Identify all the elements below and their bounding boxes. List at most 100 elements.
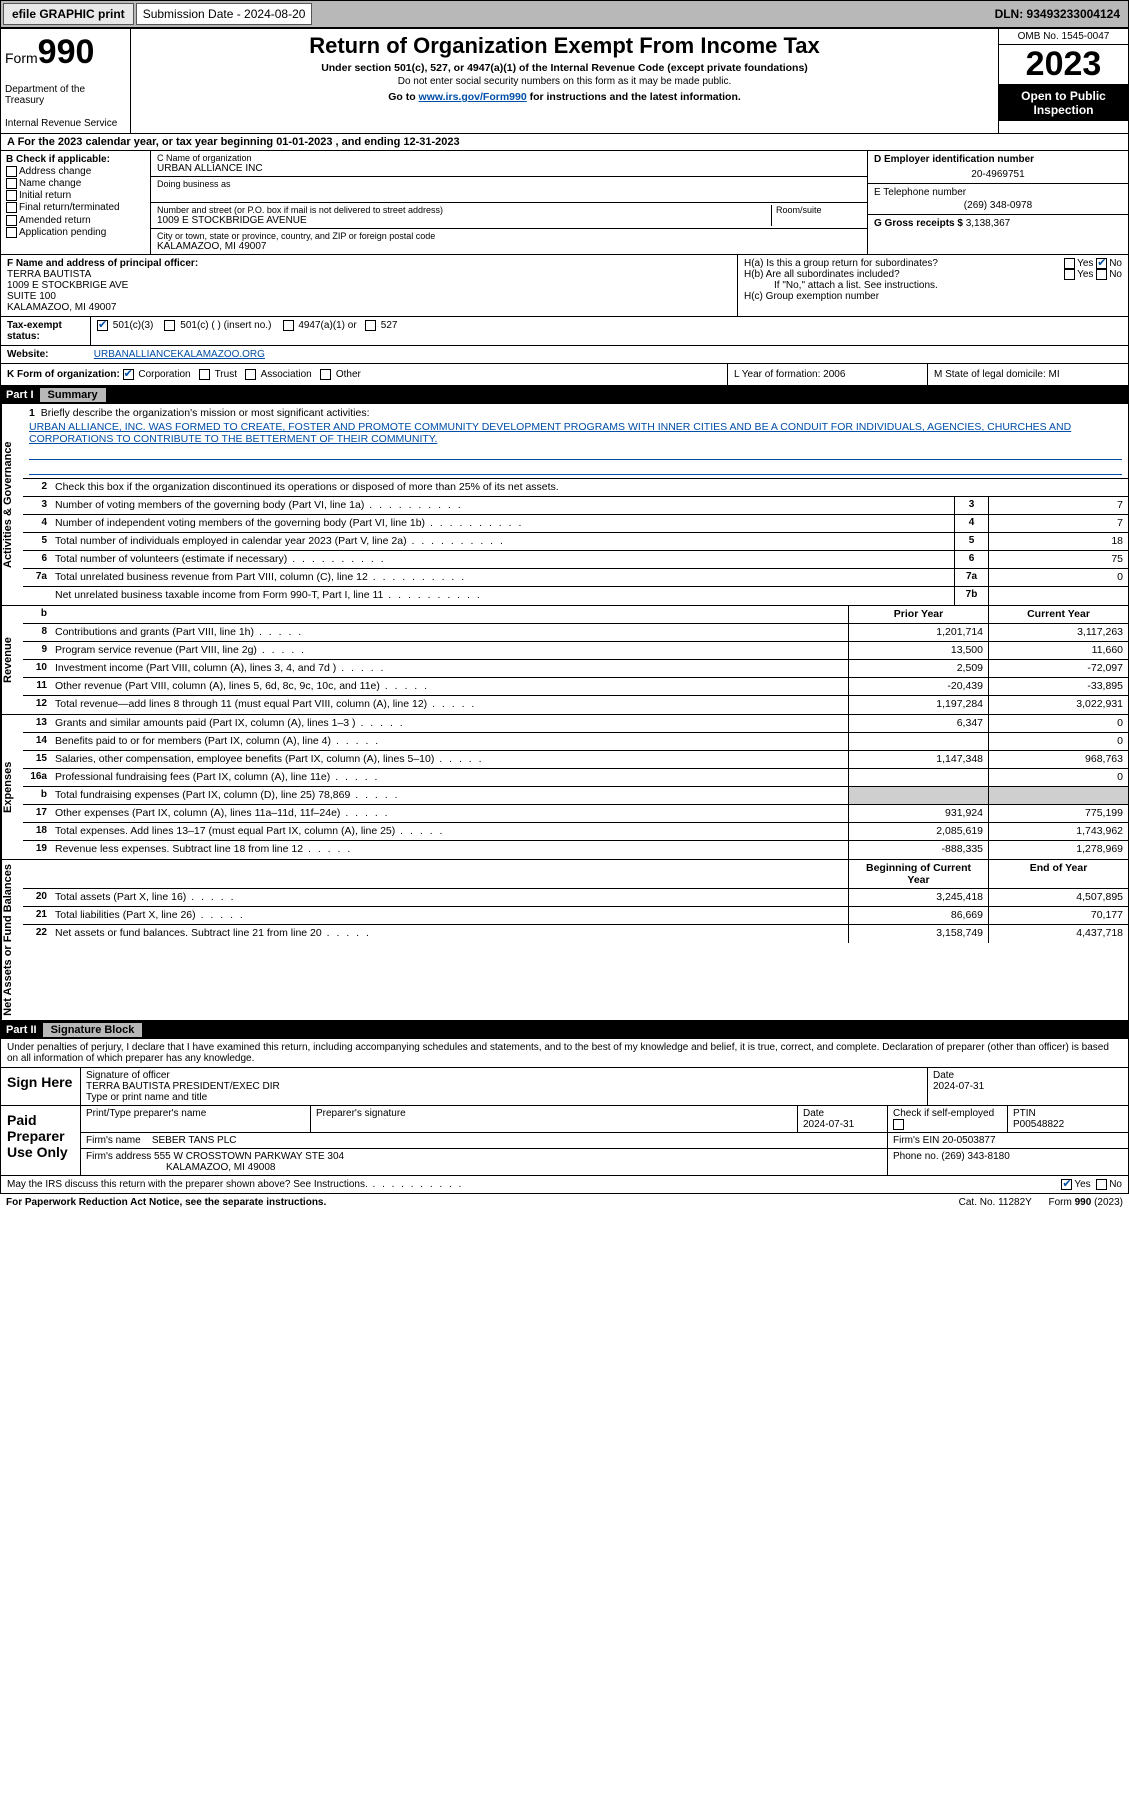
- firm-ein: 20-0503877: [942, 1135, 995, 1146]
- firm-addr1: 555 W CROSSTOWN PARKWAY STE 304: [154, 1151, 344, 1162]
- form-title: Return of Organization Exempt From Incom…: [137, 33, 992, 59]
- form-subtitle: Under section 501(c), 527, or 4947(a)(1)…: [137, 62, 992, 74]
- chk-501c3[interactable]: [97, 320, 108, 331]
- hb-label: H(b) Are all subordinates included?: [744, 269, 900, 280]
- firm-ein-label: Firm's EIN: [893, 1135, 939, 1146]
- chk-other[interactable]: [320, 369, 331, 380]
- row-klm: K Form of organization: Corporation Trus…: [0, 364, 1129, 386]
- officer-addr2: SUITE 100: [7, 291, 731, 302]
- mission-block: 1 Briefly describe the organization's mi…: [23, 404, 1128, 479]
- hdr-curr: Current Year: [988, 606, 1128, 623]
- chk-assoc[interactable]: [245, 369, 256, 380]
- street-address: 1009 E STOCKBRIDGE AVENUE: [157, 215, 771, 226]
- prep-name-label: Print/Type preparer's name: [81, 1106, 311, 1132]
- chk-4947[interactable]: [283, 320, 294, 331]
- sig-officer-label: Signature of officer: [86, 1070, 922, 1081]
- block-bcd: B Check if applicable: Address change Na…: [0, 151, 1129, 255]
- ha-yes[interactable]: [1064, 258, 1075, 269]
- chk-amended-return[interactable]: Amended return: [6, 215, 145, 226]
- hb-no[interactable]: [1096, 269, 1107, 280]
- line-3: 3Number of voting members of the governi…: [23, 497, 1128, 515]
- efile-print-button[interactable]: efile GRAPHIC print: [3, 3, 134, 25]
- prep-sig-label: Preparer's signature: [311, 1106, 798, 1132]
- line-11: 11Other revenue (Part VIII, column (A), …: [23, 678, 1128, 696]
- ein-value: 20-4969751: [874, 169, 1122, 180]
- irs-link[interactable]: www.irs.gov/Form990: [419, 91, 527, 103]
- chk-name-change[interactable]: Name change: [6, 178, 145, 189]
- chk-app-pending[interactable]: Application pending: [6, 227, 145, 238]
- discuss-yes[interactable]: [1061, 1179, 1072, 1190]
- sig-date-label: Date: [933, 1070, 1123, 1081]
- tel-value: (269) 348-0978: [874, 200, 1122, 211]
- chk-trust[interactable]: [199, 369, 210, 380]
- firm-addr2: KALAMAZOO, MI 49008: [86, 1162, 276, 1173]
- chk-corp[interactable]: [123, 369, 134, 380]
- line-22: 22Net assets or fund balances. Subtract …: [23, 925, 1128, 943]
- line2: Check this box if the organization disco…: [51, 479, 1128, 496]
- line-17: 17Other expenses (Part IX, column (A), l…: [23, 805, 1128, 823]
- firm-name-label: Firm's name: [86, 1135, 141, 1146]
- col-f: F Name and address of principal officer:…: [1, 255, 738, 316]
- instructions-link-row: Go to www.irs.gov/Form990 for instructio…: [137, 91, 992, 103]
- officer-name: TERRA BAUTISTA: [7, 269, 731, 280]
- line-20: 20Total assets (Part X, line 16)3,245,41…: [23, 889, 1128, 907]
- col-c: C Name of organization URBAN ALLIANCE IN…: [151, 151, 868, 254]
- chk-527[interactable]: [365, 320, 376, 331]
- discuss-no[interactable]: [1096, 1179, 1107, 1190]
- line-18: 18Total expenses. Add lines 13–17 (must …: [23, 823, 1128, 841]
- m-state: M State of legal domicile: MI: [928, 364, 1128, 385]
- hdr-end: End of Year: [988, 860, 1128, 888]
- f-label: F Name and address of principal officer:: [7, 258, 731, 269]
- row-a-period: A For the 2023 calendar year, or tax yea…: [0, 134, 1129, 151]
- hdr-prior: Prior Year: [848, 606, 988, 623]
- chk-self-emp[interactable]: [893, 1119, 904, 1130]
- line-21: 21Total liabilities (Part X, line 26)86,…: [23, 907, 1128, 925]
- form-header: Form990 Department of the Treasury Inter…: [0, 28, 1129, 134]
- ptin-label: PTIN: [1013, 1108, 1036, 1119]
- chk-initial-return[interactable]: Initial return: [6, 190, 145, 201]
- line-8: 8Contributions and grants (Part VIII, li…: [23, 624, 1128, 642]
- j-label: Website:: [7, 349, 91, 360]
- line-7a: 7aTotal unrelated business revenue from …: [23, 569, 1128, 587]
- sig-date: 2024-07-31: [933, 1081, 1123, 1092]
- perjury-text: Under penalties of perjury, I declare th…: [0, 1039, 1129, 1068]
- line-12: 12Total revenue—add lines 8 through 11 (…: [23, 696, 1128, 714]
- chk-501c[interactable]: [164, 320, 175, 331]
- ha-no[interactable]: [1096, 258, 1107, 269]
- firm-addr-label: Firm's address: [86, 1151, 151, 1162]
- city-label: City or town, state or province, country…: [157, 231, 861, 241]
- ein-label: D Employer identification number: [874, 154, 1122, 165]
- org-name-label: C Name of organization: [157, 153, 861, 163]
- part2-header: Part II Signature Block: [0, 1021, 1129, 1039]
- self-emp: Check if self-employed: [888, 1106, 1008, 1132]
- officer-addr3: KALAMAZOO, MI 49007: [7, 302, 731, 313]
- paid-preparer-label: Paid Preparer Use Only: [1, 1106, 81, 1175]
- col-h: H(a) Is this a group return for subordin…: [738, 255, 1128, 316]
- hb-yes[interactable]: [1064, 269, 1075, 280]
- org-name: URBAN ALLIANCE INC: [157, 163, 861, 174]
- prep-date: 2024-07-31: [803, 1119, 854, 1130]
- gross-value: 3,138,367: [966, 218, 1011, 229]
- topbar: efile GRAPHIC print Submission Date - 20…: [0, 0, 1129, 28]
- row-j: Website: URBANALLIANCEKALAMAZOO.ORG: [0, 346, 1129, 364]
- hdr-beg: Beginning of Current Year: [848, 860, 988, 888]
- side-gov: Activities & Governance: [1, 404, 23, 605]
- ssn-warning: Do not enter social security numbers on …: [137, 76, 992, 87]
- omb-number: OMB No. 1545-0047: [999, 29, 1128, 45]
- tel-label: E Telephone number: [874, 187, 1122, 198]
- part1-rev: Revenue bPrior YearCurrent Year 8Contrib…: [0, 606, 1129, 715]
- sign-here-block: Sign Here Signature of officerTERRA BAUT…: [0, 1068, 1129, 1106]
- line-9: 9Program service revenue (Part VIII, lin…: [23, 642, 1128, 660]
- discuss-text: May the IRS discuss this return with the…: [7, 1179, 463, 1190]
- chk-final-return[interactable]: Final return/terminated: [6, 202, 145, 213]
- chk-address-change[interactable]: Address change: [6, 166, 145, 177]
- line-19: 19Revenue less expenses. Subtract line 1…: [23, 841, 1128, 859]
- part1-header: Part I Summary: [0, 386, 1129, 404]
- line-16a: 16aProfessional fundraising fees (Part I…: [23, 769, 1128, 787]
- line-13: 13Grants and similar amounts paid (Part …: [23, 715, 1128, 733]
- line-b: bTotal fundraising expenses (Part IX, co…: [23, 787, 1128, 805]
- side-exp: Expenses: [1, 715, 23, 859]
- irs-label: Internal Revenue Service: [5, 118, 126, 129]
- website-link[interactable]: URBANALLIANCEKALAMAZOO.ORG: [94, 349, 265, 360]
- part1-exp: Expenses 13Grants and similar amounts pa…: [0, 715, 1129, 860]
